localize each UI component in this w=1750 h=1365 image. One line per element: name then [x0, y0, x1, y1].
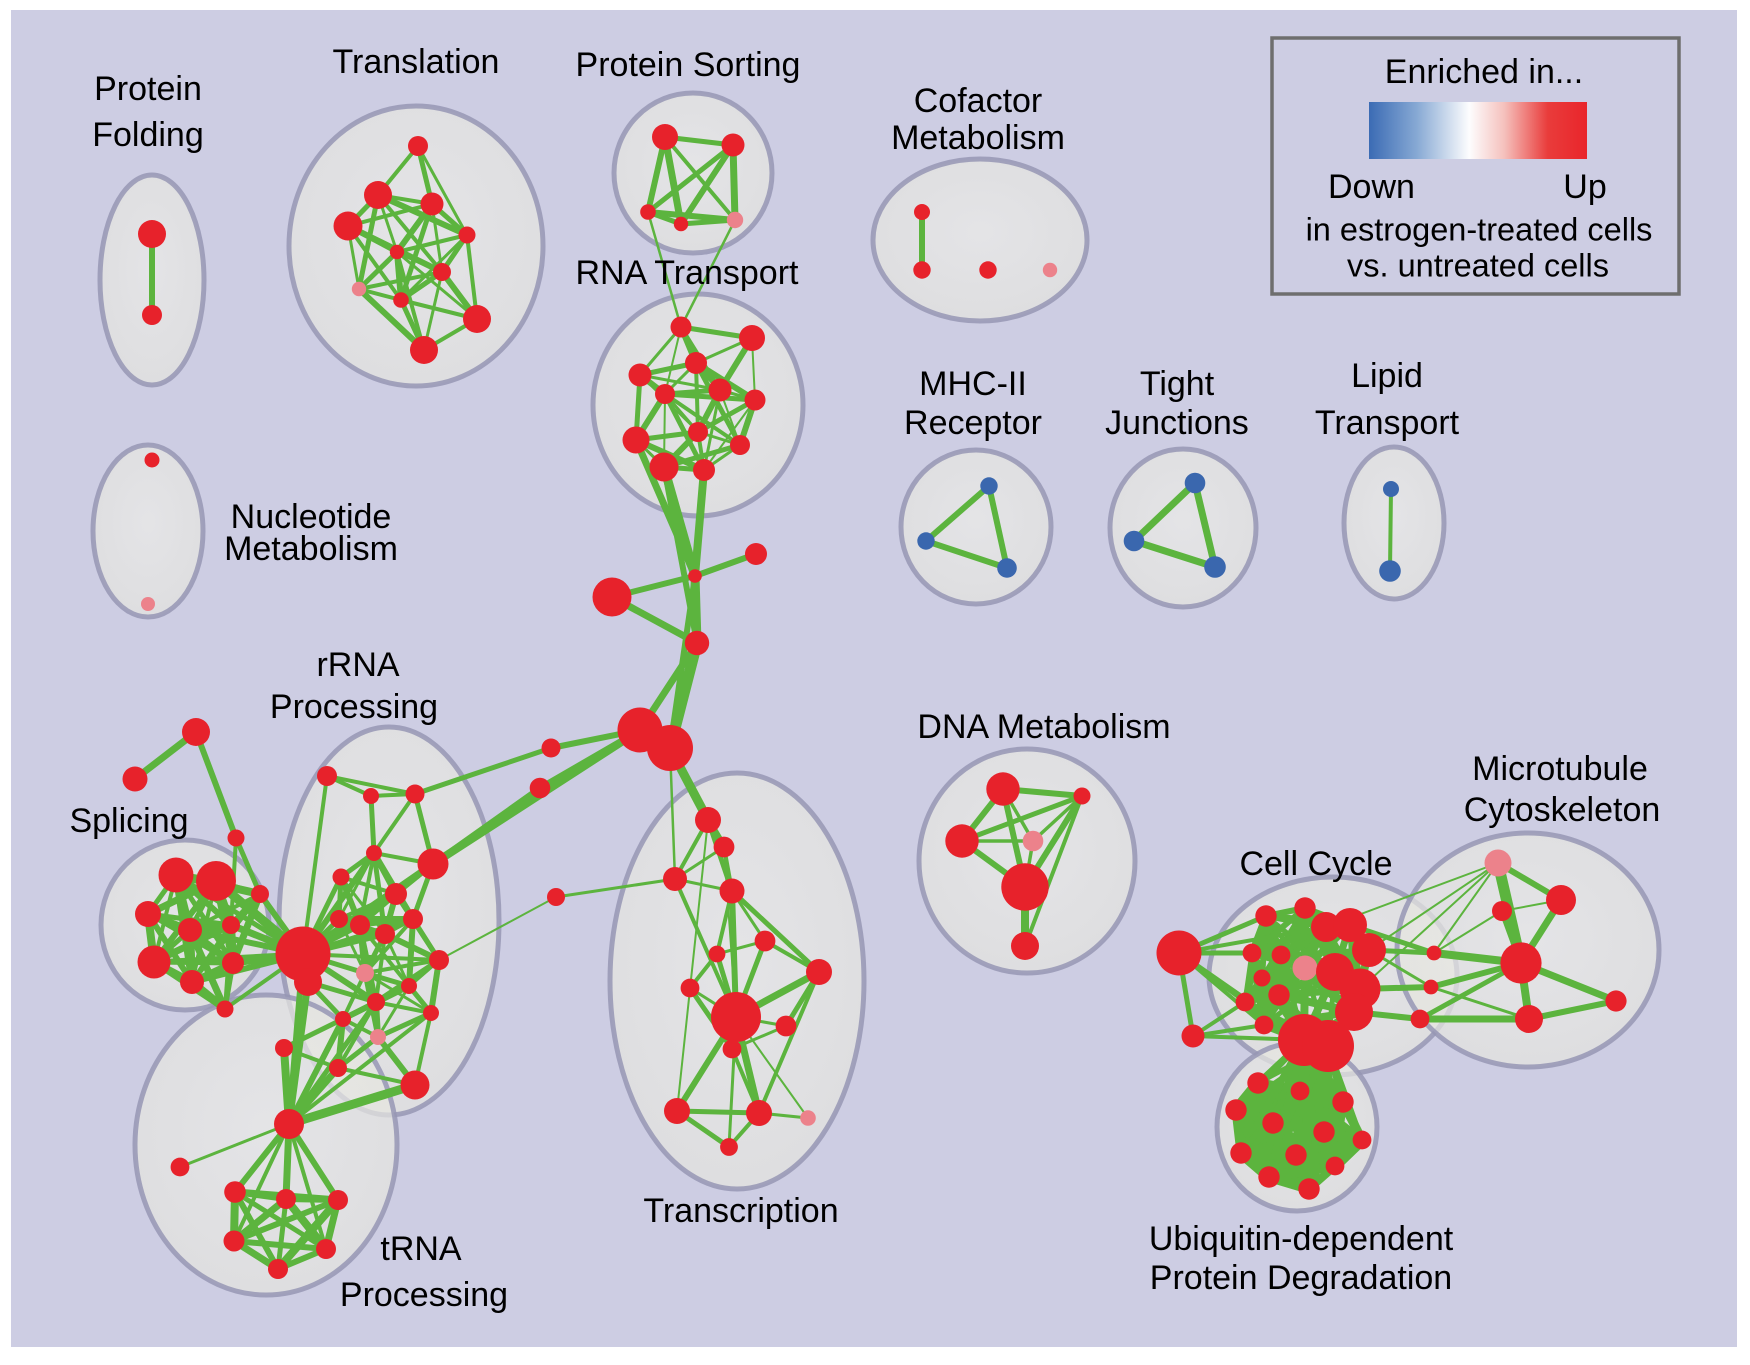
svg-text:vs. untreated cells: vs. untreated cells	[1347, 247, 1609, 283]
svg-text:Folding: Folding	[92, 116, 204, 154]
svg-text:MHC-II: MHC-II	[919, 365, 1027, 403]
svg-text:Receptor: Receptor	[904, 404, 1042, 442]
svg-text:tRNA: tRNA	[380, 1230, 462, 1268]
svg-text:Processing: Processing	[340, 1276, 508, 1314]
svg-text:Splicing: Splicing	[69, 802, 188, 840]
svg-text:Translation: Translation	[333, 43, 500, 81]
svg-text:RNA Transport: RNA Transport	[576, 254, 800, 292]
svg-text:Ubiquitin-dependent: Ubiquitin-dependent	[1149, 1220, 1454, 1258]
svg-text:Transcription: Transcription	[643, 1192, 838, 1230]
svg-text:rRNA: rRNA	[316, 646, 399, 684]
svg-text:Tight: Tight	[1140, 365, 1215, 403]
svg-text:in estrogen-treated cells: in estrogen-treated cells	[1306, 211, 1653, 247]
svg-text:Metabolism: Metabolism	[891, 119, 1065, 157]
svg-text:Lipid: Lipid	[1351, 357, 1423, 395]
svg-text:Cofactor: Cofactor	[914, 82, 1043, 120]
svg-text:Protein Degradation: Protein Degradation	[1150, 1259, 1452, 1297]
svg-text:Transport: Transport	[1315, 404, 1460, 442]
svg-text:Processing: Processing	[270, 688, 438, 726]
svg-text:Cytoskeleton: Cytoskeleton	[1464, 791, 1661, 829]
svg-text:Down: Down	[1328, 168, 1415, 206]
svg-text:Up: Up	[1563, 168, 1606, 206]
svg-text:Cell Cycle: Cell Cycle	[1239, 845, 1392, 883]
svg-text:Junctions: Junctions	[1105, 404, 1249, 442]
svg-text:Microtubule: Microtubule	[1472, 750, 1648, 788]
svg-text:DNA Metabolism: DNA Metabolism	[917, 708, 1170, 746]
svg-text:Nucleotide: Nucleotide	[231, 498, 392, 536]
svg-text:Metabolism: Metabolism	[224, 530, 398, 568]
svg-text:Protein Sorting: Protein Sorting	[576, 46, 801, 84]
svg-text:Enriched in...: Enriched in...	[1385, 53, 1583, 91]
svg-text:Protein: Protein	[94, 70, 202, 108]
